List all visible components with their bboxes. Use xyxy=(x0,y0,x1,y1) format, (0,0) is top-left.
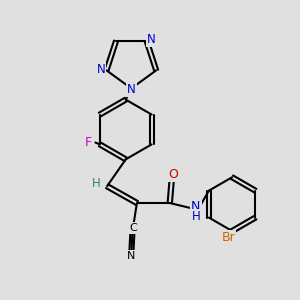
Text: H: H xyxy=(92,177,100,190)
Text: H: H xyxy=(191,210,200,223)
Text: N: N xyxy=(191,200,201,213)
Text: N: N xyxy=(97,63,105,76)
Text: O: O xyxy=(168,168,178,181)
Text: C: C xyxy=(130,224,137,233)
Text: N: N xyxy=(127,83,136,96)
Text: N: N xyxy=(147,33,156,46)
Text: F: F xyxy=(85,136,92,149)
Text: N: N xyxy=(127,251,135,261)
Text: Br: Br xyxy=(221,231,235,244)
